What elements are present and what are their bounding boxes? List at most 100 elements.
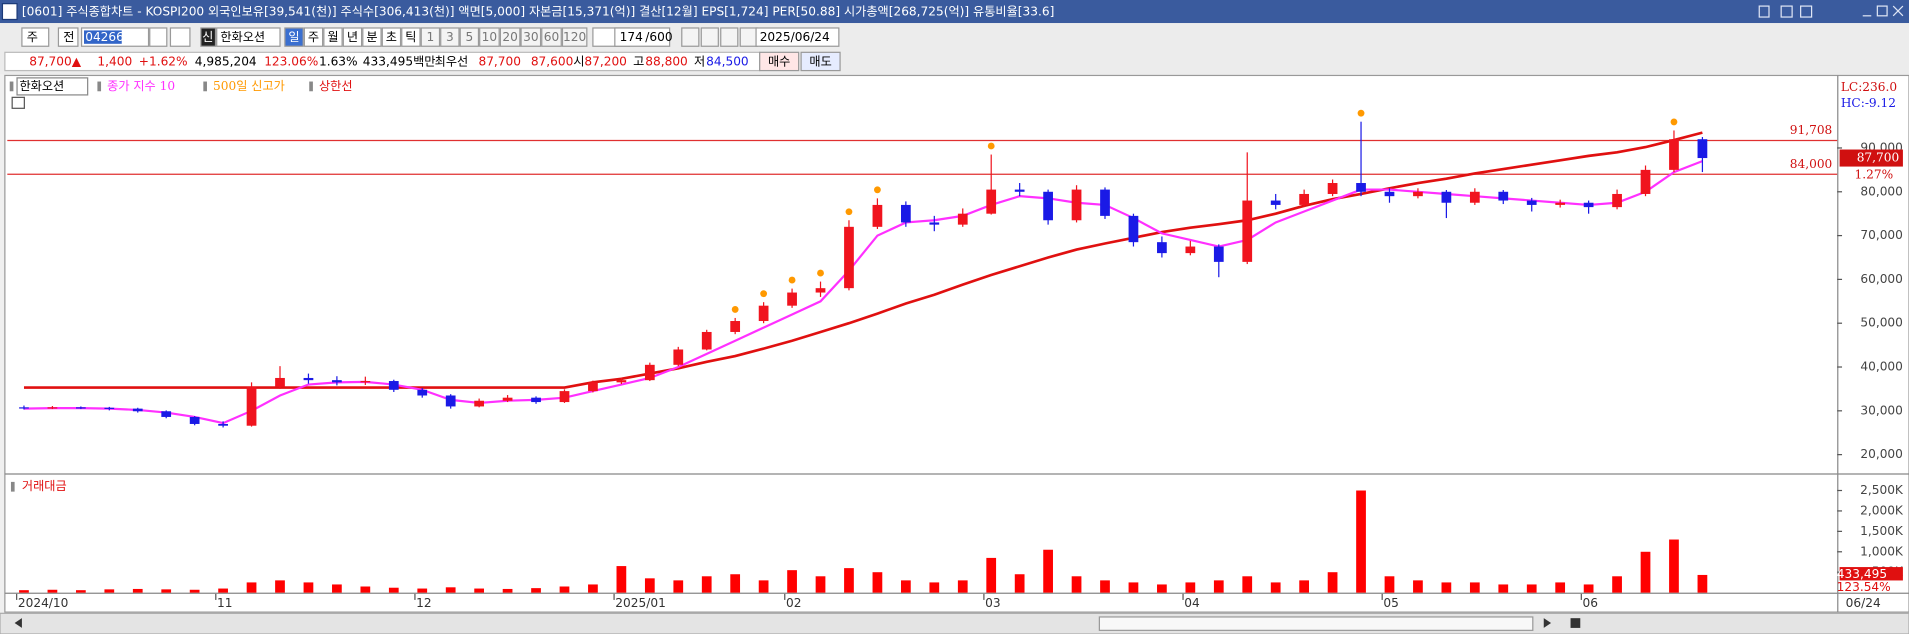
candle-body [1270, 200, 1281, 205]
volume-bar [588, 584, 598, 593]
new-high-marker [874, 186, 881, 194]
end-date: 06/24 [1846, 596, 1881, 610]
period-button[interactable] [440, 27, 460, 47]
link-button[interactable] [1800, 5, 1813, 18]
volume-tick-label: 2,500K [1860, 483, 1904, 497]
candle-body [957, 213, 968, 225]
period-button[interactable] [401, 27, 421, 47]
sell-button[interactable] [800, 51, 841, 72]
candle-body [1498, 191, 1509, 201]
candle-body [1327, 183, 1338, 194]
buy-button[interactable] [759, 51, 800, 72]
period-label[interactable]: 1 [427, 30, 435, 44]
volume-bar [303, 582, 314, 593]
period-label[interactable]: 년 [347, 30, 358, 44]
scope[interactable]: 전 [63, 30, 74, 44]
candle-body [787, 292, 797, 306]
period-label[interactable]: 3 [446, 30, 454, 44]
period-label[interactable]: 분 [366, 30, 377, 44]
period-label[interactable]: 틱 [405, 30, 416, 44]
volume-bar [1697, 574, 1708, 593]
count-input[interactable] [614, 27, 671, 47]
scroll-right[interactable] [1543, 618, 1552, 628]
candle-body [1185, 246, 1196, 254]
count[interactable]: 174 [620, 30, 643, 44]
stock-name[interactable]: 한화오션 [220, 30, 265, 44]
period-label[interactable]: 월 [327, 30, 338, 44]
stop-button[interactable] [1570, 618, 1581, 628]
date-label: 04 [1184, 596, 1200, 610]
maximize-button[interactable] [1876, 5, 1888, 17]
market[interactable]: 주 [27, 30, 38, 44]
period-label[interactable]: 일 [288, 30, 299, 44]
period-label[interactable]: 10 [482, 30, 497, 44]
period-button[interactable] [479, 27, 500, 47]
volume-bar [673, 580, 684, 593]
name-box[interactable] [216, 27, 281, 47]
quote-item: 87,200 [584, 55, 627, 69]
volume-bar [1526, 584, 1537, 593]
sell-label[interactable]: 매도 [809, 55, 831, 69]
volume-bar [417, 588, 428, 593]
period-label[interactable]: 20 [502, 30, 517, 44]
candle-body [1526, 200, 1537, 205]
period-button[interactable] [381, 27, 402, 47]
period-button[interactable] [541, 27, 562, 47]
period-button[interactable] [284, 27, 304, 47]
period-button[interactable] [520, 27, 542, 47]
period-button[interactable] [323, 27, 343, 47]
new-high-marker [845, 208, 853, 216]
volume-bar [104, 589, 115, 593]
candle-body [388, 381, 399, 390]
candle-body [1612, 193, 1622, 208]
date[interactable]: 2025/06/24 [760, 30, 830, 44]
volume-bar [815, 576, 826, 593]
volume-bar [1270, 582, 1281, 593]
search-button[interactable] [149, 27, 168, 47]
y-tick-label: 30,000 [1860, 403, 1903, 417]
buy-label[interactable]: 매수 [768, 55, 790, 69]
date-input[interactable] [755, 27, 840, 47]
volume-current: 433,495 [1837, 567, 1887, 581]
period-label[interactable]: 초 [386, 30, 397, 44]
sound-button[interactable] [169, 27, 191, 47]
date-label: 11 [217, 596, 232, 610]
scroll-thumb[interactable] [1098, 616, 1534, 631]
period-button[interactable] [303, 27, 324, 47]
tool-button[interactable] [700, 27, 719, 47]
period-button[interactable] [459, 27, 480, 47]
window-icon[interactable] [1, 3, 18, 21]
volume-bar [559, 586, 570, 593]
scrollbar[interactable] [0, 612, 1909, 634]
period-label[interactable]: 주 [308, 30, 319, 44]
scroll-left[interactable] [14, 618, 22, 628]
quote-item: +1.62% [139, 55, 188, 69]
new-high-marker [817, 269, 824, 277]
tool-button[interactable] [720, 27, 739, 47]
quote-item: 87,700▲ [29, 55, 82, 69]
close-button[interactable] [1892, 5, 1904, 17]
quote-item: 84,500 [706, 55, 749, 69]
period-label[interactable]: 5 [465, 30, 473, 44]
market-select[interactable] [21, 27, 50, 47]
period-button[interactable] [561, 27, 588, 47]
tool-button[interactable] [739, 27, 758, 47]
candle-body [986, 189, 997, 214]
y-tick-label: 60,000 [1860, 272, 1903, 286]
period-label[interactable]: 30 [523, 30, 538, 44]
volume-bar [75, 590, 86, 593]
settings-icon[interactable] [11, 96, 25, 109]
period-label[interactable]: 120 [563, 30, 586, 44]
y-tick-label: 40,000 [1860, 360, 1903, 374]
period-button[interactable] [499, 27, 521, 47]
period-label[interactable]: 60 [544, 30, 559, 44]
stock-code[interactable]: 042660 [85, 30, 131, 44]
volume-bar [47, 589, 58, 593]
scope-select[interactable] [57, 27, 79, 47]
pin-button[interactable] [1758, 5, 1770, 18]
period-button[interactable] [362, 27, 382, 47]
period-button[interactable] [420, 27, 441, 47]
copy-button[interactable] [1780, 5, 1793, 18]
tool-button[interactable] [681, 27, 700, 47]
period-button[interactable] [342, 27, 363, 47]
